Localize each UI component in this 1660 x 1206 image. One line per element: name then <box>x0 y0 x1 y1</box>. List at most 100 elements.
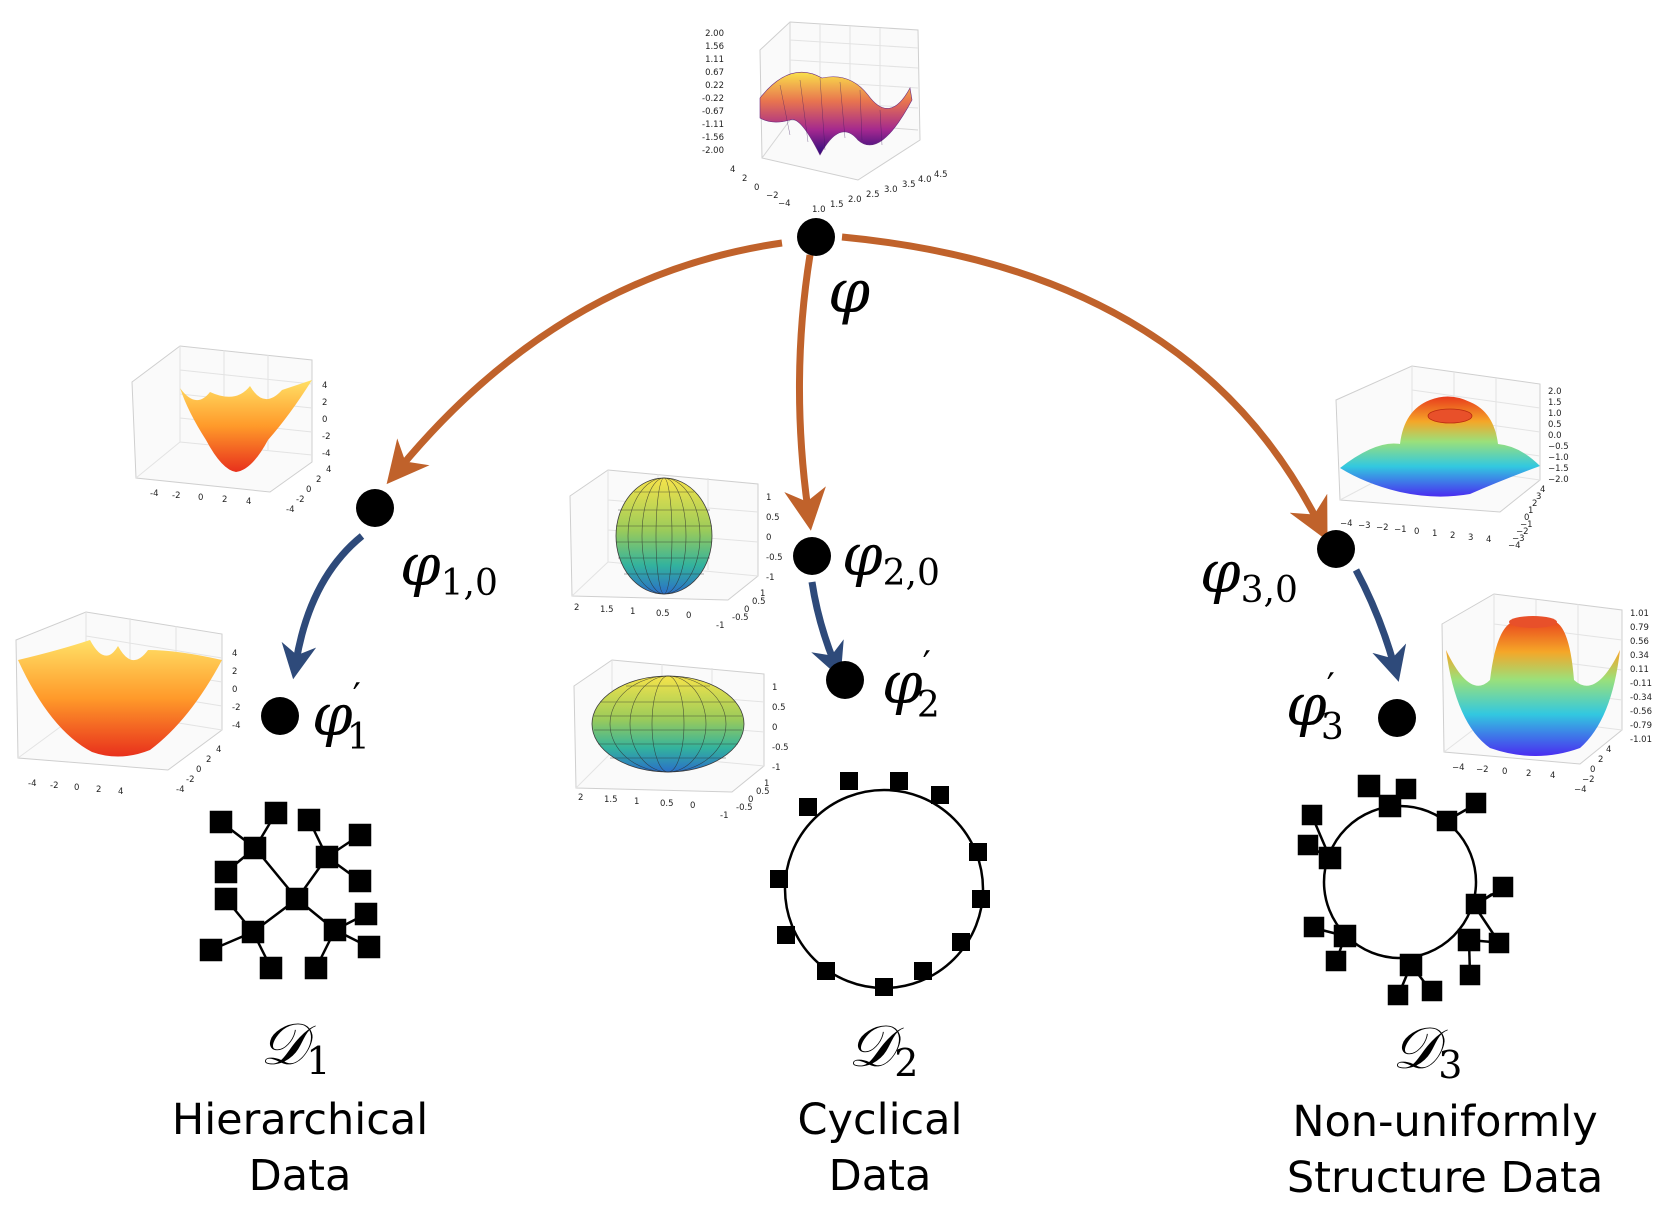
svg-text:4: 4 <box>730 165 735 175</box>
caption-2-line2: Data <box>828 1151 932 1201</box>
svg-text:−2: −2 <box>1516 527 1529 537</box>
svg-text:2: 2 <box>96 785 101 795</box>
dataset-1-symbol: 𝒟1 <box>260 1010 330 1083</box>
dataset-symbols: 𝒟1 𝒟2 𝒟3 <box>260 1010 1462 1087</box>
svg-text:0: 0 <box>772 723 777 733</box>
svg-text:1.5: 1.5 <box>1548 398 1562 408</box>
caption-hierarchical: Hierarchical Data <box>140 1092 460 1204</box>
svg-text:1: 1 <box>764 779 769 789</box>
svg-text:1: 1 <box>760 589 765 599</box>
svg-text:-0.22: -0.22 <box>702 94 724 104</box>
svg-text:0.56: 0.56 <box>1630 637 1649 647</box>
caption-1-line1: Hierarchical <box>171 1095 429 1145</box>
svg-text:0: 0 <box>1414 527 1419 537</box>
svg-text:0: 0 <box>1590 765 1595 775</box>
svg-text:-1: -1 <box>766 573 774 583</box>
label-c3: φ3,0 <box>1200 538 1298 611</box>
node-c3 <box>1317 530 1355 568</box>
svg-text:4.5: 4.5 <box>934 170 948 180</box>
orange-arrows <box>386 233 1328 541</box>
svg-text:−1.5: −1.5 <box>1548 464 1569 474</box>
arrow-c3-to-f3 <box>1352 568 1407 682</box>
plot-bowl-small: 4 2 0 -2 -4 -4 -2 0 2 4 4 2 0 -2 -4 <box>131 345 331 515</box>
svg-text:0: 0 <box>744 605 749 615</box>
svg-text:0: 0 <box>322 415 327 425</box>
svg-text:-4: -4 <box>232 721 240 731</box>
svg-text:-2: -2 <box>296 495 304 505</box>
arrow-c1-to-f1 <box>281 533 365 680</box>
caption-1-line2: Data <box>248 1151 352 1201</box>
svg-text:3: 3 <box>1468 533 1473 543</box>
tick-top-z: 2.00 <box>705 29 724 39</box>
svg-text:-0.67: -0.67 <box>702 107 724 117</box>
svg-text:−2: −2 <box>1582 775 1595 785</box>
caption-3-line1: Non-uniformly <box>1292 1097 1598 1147</box>
svg-text:0: 0 <box>74 783 79 793</box>
svg-text:-0.5: -0.5 <box>772 743 789 753</box>
svg-text:-4: -4 <box>286 505 294 515</box>
svg-text:-1: -1 <box>772 763 780 773</box>
svg-text:2.0: 2.0 <box>1548 387 1562 397</box>
svg-text:0: 0 <box>766 533 771 543</box>
node-f3 <box>1378 699 1416 737</box>
svg-text:0.67: 0.67 <box>705 68 724 78</box>
svg-text:0.22: 0.22 <box>705 81 724 91</box>
dataset-2-symbol: 𝒟2 <box>848 1012 918 1085</box>
svg-text:3.0: 3.0 <box>884 185 898 195</box>
svg-text:−0.5: −0.5 <box>1548 442 1569 452</box>
label-f2: φ′ 2 <box>882 645 940 726</box>
label-f1: φ′ 1 <box>312 677 370 758</box>
svg-text:0.5: 0.5 <box>656 609 670 619</box>
svg-text:-0.79: -0.79 <box>1630 721 1652 731</box>
node-root <box>797 218 835 256</box>
svg-text:−4: −4 <box>1508 541 1521 551</box>
svg-text:2: 2 <box>742 174 747 184</box>
svg-text:0: 0 <box>306 485 311 495</box>
svg-text:1: 1 <box>630 607 635 617</box>
plot-crown: 1.01 0.79 0.56 0.34 0.11 -0.11 -0.34 -0.… <box>1441 593 1652 795</box>
svg-text:−2.0: −2.0 <box>1548 475 1569 485</box>
label-c1: φ1,0 <box>400 531 498 604</box>
svg-text:1: 1 <box>772 683 777 693</box>
blue-arrows <box>281 533 1407 682</box>
nodes <box>261 218 1416 737</box>
svg-text:-1.01: -1.01 <box>1630 735 1652 745</box>
svg-text:3: 3 <box>1536 492 1541 502</box>
svg-text:−4: −4 <box>1452 763 1465 773</box>
svg-text:−1.0: −1.0 <box>1548 453 1569 463</box>
label-c2: φ2,0 <box>842 521 940 594</box>
svg-text:-0.34: -0.34 <box>1630 693 1652 703</box>
svg-text:-4: -4 <box>322 449 330 459</box>
svg-text:1: 1 <box>766 493 771 503</box>
caption-3-line2: Structure Data <box>1286 1153 1604 1203</box>
svg-text:1.5: 1.5 <box>600 605 614 615</box>
svg-text:-1: -1 <box>720 811 728 821</box>
arrow-root-to-c2 <box>784 254 826 531</box>
svg-text:−2: −2 <box>766 191 779 201</box>
plot-top-surface: 2.00 1.56 1.11 0.67 0.22 -0.22 -0.67 -1.… <box>702 21 948 215</box>
arrow-c2-to-f2 <box>808 581 844 679</box>
svg-text:-1.11: -1.11 <box>702 120 724 130</box>
svg-text:2: 2 <box>206 755 211 765</box>
svg-text:2: 2 <box>222 495 227 505</box>
svg-text:0: 0 <box>690 801 695 811</box>
svg-text:-2: -2 <box>322 432 330 442</box>
svg-text:2: 2 <box>578 793 583 803</box>
svg-text:3.5: 3.5 <box>902 180 916 190</box>
svg-text:4: 4 <box>322 381 327 391</box>
node-labels: φ φ1,0 φ2,0 φ3,0 φ′ 1 φ′ 2 φ′ 3 <box>312 257 1344 758</box>
svg-text:-1.56: -1.56 <box>702 133 724 143</box>
caption-non-uniform: Non-uniformly Structure Data <box>1240 1094 1650 1206</box>
plot-ring: 2.0 1.5 1.0 0.5 0.0 −0.5 −1.0 −1.5 −2.0 … <box>1335 365 1569 551</box>
svg-text:4: 4 <box>1606 745 1611 755</box>
svg-text:0.5: 0.5 <box>752 597 766 607</box>
svg-text:4: 4 <box>232 649 237 659</box>
svg-text:0.34: 0.34 <box>1630 651 1649 661</box>
svg-text:0.5: 0.5 <box>772 703 786 713</box>
svg-text:4: 4 <box>1540 485 1545 495</box>
svg-text:2: 2 <box>232 667 237 677</box>
label-f3: φ′ 3 <box>1286 667 1344 748</box>
node-c2 <box>793 537 831 575</box>
plot-ellipsoid: 1 0.5 0 -0.5 -1 2 1.5 1 0.5 0 1 0.5 0 -0… <box>573 659 789 821</box>
